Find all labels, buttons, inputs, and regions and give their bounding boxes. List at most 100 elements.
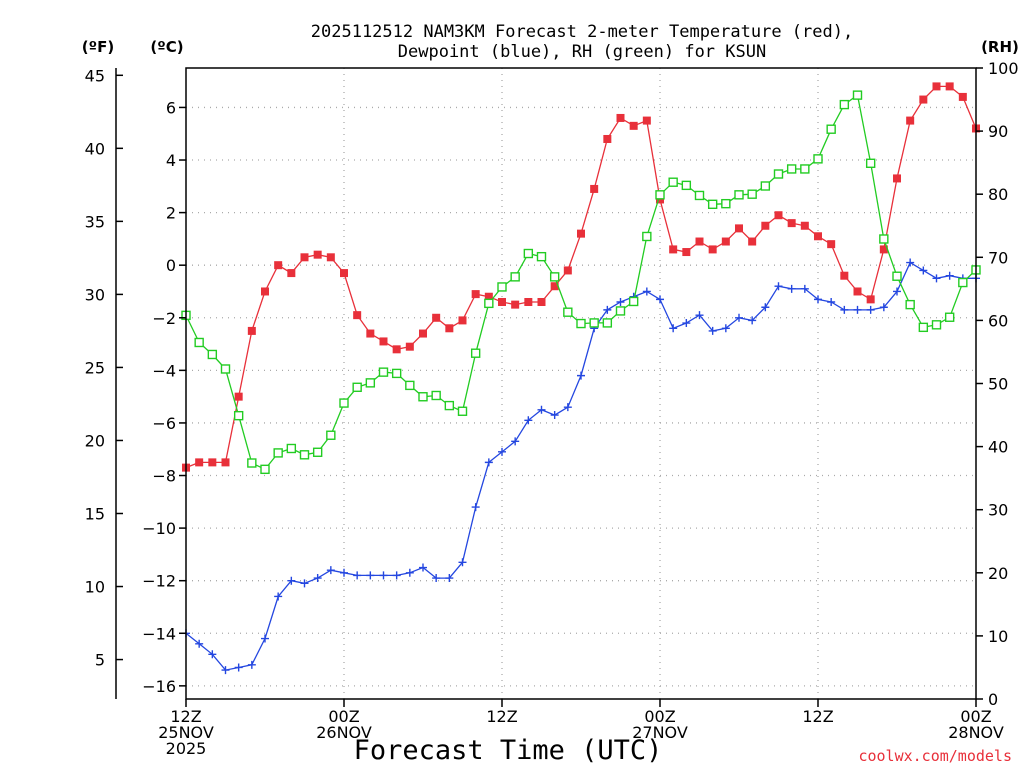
rh-point	[549, 272, 560, 282]
rh-point	[563, 307, 573, 317]
rh-point	[431, 390, 441, 401]
rh-point	[589, 318, 599, 328]
temperature-point	[669, 245, 678, 254]
dewpoint-point	[234, 663, 243, 672]
temperature-point	[471, 290, 480, 299]
celsius-tick-label: 6	[166, 98, 176, 117]
plot-frame	[185, 67, 977, 700]
dewpoint-point	[932, 274, 941, 283]
temperature-point	[774, 211, 783, 220]
temperature-point	[419, 329, 427, 338]
time-tick-label: 26NOV	[316, 723, 372, 742]
dewpoint-point	[326, 566, 335, 575]
fahrenheit-tick-label: 35	[85, 212, 105, 231]
dewpoint-point	[458, 558, 467, 567]
temperature-point	[945, 82, 954, 91]
temperature-point	[682, 248, 691, 257]
temperature-point	[234, 392, 243, 401]
rh-point	[220, 364, 231, 374]
rh-point	[510, 272, 520, 282]
time-tick-label: 12Z	[486, 707, 517, 726]
rh-point	[326, 430, 336, 440]
temperature-line	[185, 85, 977, 469]
dewpoint-point	[498, 447, 506, 456]
dewpoint-point	[774, 282, 783, 291]
rh-point	[628, 296, 639, 307]
rh-point	[378, 367, 389, 377]
dewpoint-point	[827, 297, 836, 306]
dewpoint-point	[537, 405, 546, 414]
rh-point	[931, 320, 942, 330]
temperature-point	[906, 116, 915, 125]
rh-tick-label: 60	[988, 311, 1008, 330]
temperature-point	[287, 269, 296, 278]
dewpoint-point	[945, 271, 954, 280]
data-series	[181, 82, 981, 675]
celsius-tick-label: −8	[152, 467, 176, 486]
temperature-point	[379, 337, 388, 346]
temperature-point	[498, 297, 506, 306]
rh-tick-label: 90	[988, 122, 1008, 141]
rh-point	[694, 190, 705, 201]
temperature-point	[695, 237, 704, 246]
dewpoint-point	[195, 639, 204, 648]
dewpoint-point	[840, 305, 849, 314]
dewpoint-point	[787, 284, 796, 293]
rh-point	[668, 177, 678, 187]
celsius-tick-label: −12	[142, 572, 176, 591]
rh-tick-label: 70	[988, 248, 1008, 267]
temperature-point	[642, 116, 651, 125]
rh-point	[786, 164, 797, 174]
temperature-point	[537, 297, 546, 306]
time-tick-label: 12Z	[802, 707, 833, 726]
celsius-tick-label: 0	[166, 256, 176, 275]
rh-point	[958, 277, 968, 288]
temperature-point	[550, 282, 559, 291]
time-tick-label: 2025	[166, 739, 207, 758]
temperature-point	[814, 232, 822, 241]
dewpoint-point	[366, 571, 375, 580]
fahrenheit-tick-label: 30	[85, 285, 105, 304]
rh-point	[681, 180, 692, 191]
dewpoint-point	[432, 574, 441, 583]
dewpoint-point	[353, 571, 362, 580]
dewpoint-point	[800, 284, 809, 293]
fahrenheit-axis: 5 10 15 20 25 30 35 40 45	[85, 66, 123, 670]
dewpoint-point	[445, 574, 454, 583]
celsius-tick-label: −16	[142, 677, 176, 696]
rh-point	[747, 189, 757, 199]
dewpoint-point	[484, 458, 493, 467]
rh-point	[536, 251, 547, 262]
rh-tick-label: 100	[988, 59, 1019, 78]
temperature-point	[432, 313, 441, 322]
rh-axis: 0 10 20 30 40 50 60 70 80 90 100	[976, 59, 1019, 709]
temperature-point	[893, 174, 901, 183]
temperature-point	[445, 324, 454, 333]
temperature-point	[511, 300, 520, 309]
temperature-point	[247, 326, 256, 335]
rh-point	[721, 198, 731, 209]
rh-point	[602, 318, 613, 328]
celsius-tick-label: −14	[142, 624, 176, 643]
fahrenheit-tick-label: 45	[85, 66, 105, 85]
rh-tick-label: 10	[988, 627, 1008, 646]
rh-point	[879, 234, 889, 244]
rh-point	[892, 271, 902, 281]
dewpoint-point	[879, 303, 888, 312]
rh-point	[760, 181, 771, 191]
x-axis-title: Forecast Time (UTC)	[354, 735, 663, 766]
temperature-point	[392, 345, 401, 354]
temperature-point	[603, 134, 612, 143]
temperature-point	[577, 229, 585, 238]
dewpoint-point	[708, 326, 717, 335]
rh-point	[655, 190, 665, 200]
temperature-point	[590, 184, 599, 193]
chart-title-line1: 2025112512 NAM3KM Forecast 2-meter Tempe…	[311, 22, 853, 42]
temperature-point	[958, 92, 967, 101]
rh-point	[457, 406, 468, 416]
rh-tick-label: 80	[988, 185, 1008, 204]
fahrenheit-tick-label: 10	[85, 578, 105, 597]
rh-point	[523, 248, 534, 259]
rh-point	[273, 448, 283, 458]
